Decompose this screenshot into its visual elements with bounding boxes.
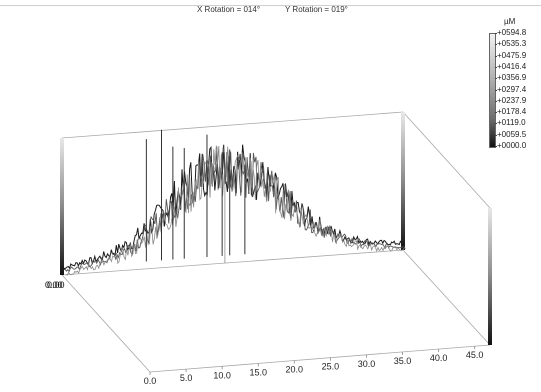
colorbar-tick-mark <box>495 146 497 147</box>
colorbar-tick-mark <box>495 123 497 125</box>
y-rotation-label: Y Rotation = 019° <box>285 5 348 14</box>
colorbar-tick-label: +0178.4 <box>497 107 527 117</box>
colorbar-unit: µM <box>504 17 516 26</box>
corner-label-2: 0.00 <box>47 280 65 290</box>
corner-label-1: 0.00 <box>45 280 63 290</box>
x-tick-label: 15.0 <box>249 367 267 377</box>
surface-trace-3 <box>65 145 406 276</box>
x-tick-label: 40.0 <box>430 353 448 363</box>
left-back-post <box>60 138 64 275</box>
colorbar-tick-mark <box>495 100 497 102</box>
colorbar-tick-label: +0119.0 <box>497 118 526 128</box>
right-top-edge <box>402 111 491 209</box>
colorbar-tick-label: +0594.8 <box>497 28 527 37</box>
colorbar-tick-label: +0297.4 <box>497 84 527 94</box>
right-back-post <box>401 112 405 250</box>
plot-box <box>60 111 492 373</box>
colorbar-tick-mark <box>495 78 497 80</box>
right-front-post <box>488 208 492 345</box>
x-axis-ticks: 0.0 5.0 10.0 15.0 20.0 25.0 30.0 35.0 40.0 45.0 <box>144 346 484 386</box>
colorbar-tick-label: +0059.5 <box>497 129 527 139</box>
back-top-edge <box>61 111 404 139</box>
header-divider <box>0 5 541 6</box>
left-floor-edge <box>61 274 151 373</box>
x-tick-label: 5.0 <box>180 373 193 383</box>
x-tick-label: 45.0 <box>466 350 484 360</box>
colorbar-tick-mark <box>495 134 497 136</box>
colorbar-tick-label: +0535.3 <box>497 39 527 49</box>
colorbar-tick-label: +0000.0 <box>497 141 527 150</box>
surface-traces <box>61 129 406 276</box>
x-tick-label: 0.0 <box>144 376 157 386</box>
front-floor-edge <box>149 344 491 373</box>
x-tick-label: 35.0 <box>394 356 412 366</box>
x-tick-label: 25.0 <box>322 362 340 372</box>
colorbar <box>489 33 496 148</box>
x-tick-label: 20.0 <box>286 365 304 375</box>
colorbar-tick-label: +0416.4 <box>497 61 527 71</box>
colorbar-tick-mark <box>495 33 497 34</box>
x-rotation-label: X Rotation = 014° <box>197 5 261 14</box>
colorbar-tick-mark <box>495 89 497 91</box>
x-tick-label: 30.0 <box>358 359 376 369</box>
surface-trace-1 <box>61 144 403 270</box>
colorbar-tick-mark <box>495 112 497 114</box>
right-floor-edge <box>402 249 491 346</box>
colorbar-tick-label: +0475.9 <box>497 50 527 60</box>
colorbar-tick-label: +0237.9 <box>497 95 527 105</box>
colorbar-tick-mark <box>495 44 497 46</box>
colorbar-tick-mark <box>495 66 497 68</box>
back-bottom-edge <box>61 249 404 276</box>
colorbar-tick-mark <box>495 55 497 57</box>
x-tick-label: 10.0 <box>213 370 231 380</box>
colorbar-tick-label: +0356.9 <box>497 73 527 83</box>
